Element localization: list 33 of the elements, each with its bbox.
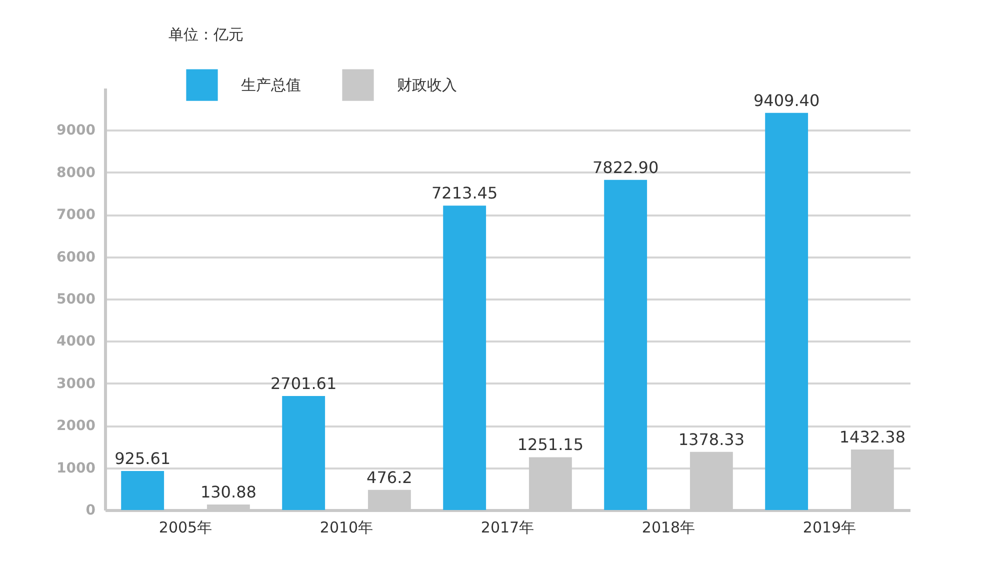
y-tick-label: 6000 (56, 249, 96, 266)
data-label: 130.88 (200, 482, 256, 502)
y-axis-title: 单位：亿元 (168, 26, 244, 44)
data-label: 7213.45 (431, 184, 498, 203)
bar (282, 396, 326, 510)
y-tick-label: 1000 (56, 460, 96, 476)
legend-label: 财政收入 (397, 76, 457, 94)
data-label: 1432.38 (839, 428, 906, 447)
bar (604, 180, 648, 510)
y-tick-label: 8000 (56, 164, 96, 181)
x-tick-label: 2010年 (320, 518, 374, 536)
x-tick-label: 2017年 (480, 518, 534, 536)
bar (121, 470, 164, 510)
x-tick-label: 2005年 (158, 518, 212, 536)
y-tick-label: 9000 (56, 122, 96, 139)
y-tick-label: 7000 (56, 207, 96, 224)
y-tick-label: 2000 (56, 418, 96, 434)
y-tick-label: 0 (86, 502, 96, 518)
data-label: 476.2 (366, 468, 412, 487)
data-label: 2701.61 (270, 374, 337, 393)
data-label: 1251.15 (517, 435, 584, 454)
bar (765, 112, 808, 510)
legend-label: 生产总值 (241, 76, 301, 94)
y-tick-label: 4000 (56, 334, 96, 350)
y-tick-label: 3000 (56, 376, 96, 392)
bar (443, 206, 486, 510)
data-label: 925.61 (114, 448, 171, 468)
data-label: 1378.33 (678, 430, 745, 449)
x-tick-label: 2019年 (802, 518, 856, 536)
data-label: 9409.40 (753, 90, 820, 110)
data-label: 7822.90 (592, 158, 659, 177)
x-tick-label: 2018年 (642, 518, 696, 536)
y-tick-label: 5000 (56, 292, 96, 308)
